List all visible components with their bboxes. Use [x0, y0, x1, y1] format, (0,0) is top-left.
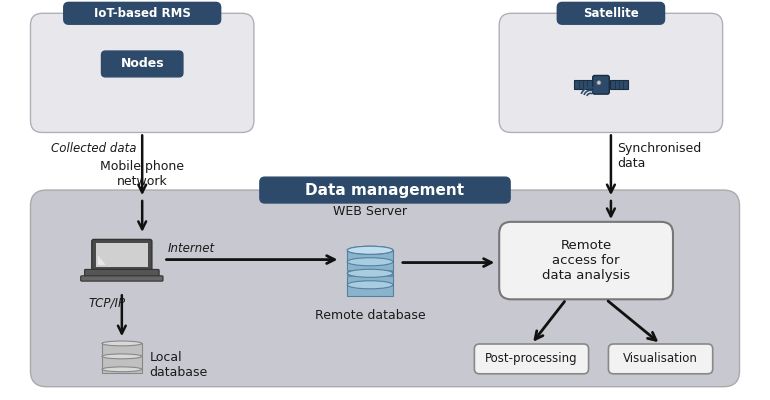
- FancyBboxPatch shape: [593, 76, 609, 94]
- FancyBboxPatch shape: [611, 80, 628, 89]
- Ellipse shape: [102, 354, 142, 359]
- Ellipse shape: [347, 246, 393, 254]
- FancyBboxPatch shape: [31, 190, 739, 387]
- Text: Data management: Data management: [306, 183, 464, 198]
- Text: Local
database: Local database: [149, 351, 208, 379]
- FancyBboxPatch shape: [260, 177, 510, 203]
- FancyBboxPatch shape: [31, 13, 254, 132]
- Text: Nodes: Nodes: [120, 58, 164, 70]
- Ellipse shape: [347, 246, 393, 254]
- Polygon shape: [347, 250, 393, 296]
- FancyBboxPatch shape: [92, 240, 152, 271]
- Text: Internet: Internet: [168, 242, 215, 255]
- Ellipse shape: [347, 258, 393, 266]
- Polygon shape: [98, 255, 105, 265]
- Ellipse shape: [102, 341, 142, 346]
- Polygon shape: [95, 243, 148, 267]
- Text: WEB Server: WEB Server: [333, 206, 407, 218]
- Text: IoT-based RMS: IoT-based RMS: [94, 7, 191, 20]
- FancyBboxPatch shape: [474, 344, 588, 374]
- FancyBboxPatch shape: [85, 270, 159, 277]
- Text: Synchronised
data: Synchronised data: [617, 142, 701, 170]
- FancyBboxPatch shape: [64, 2, 221, 24]
- Text: Remote database: Remote database: [315, 309, 425, 322]
- Polygon shape: [347, 270, 393, 278]
- FancyBboxPatch shape: [608, 344, 713, 374]
- FancyBboxPatch shape: [499, 222, 673, 299]
- Text: Post-processing: Post-processing: [485, 352, 578, 365]
- FancyBboxPatch shape: [81, 276, 163, 281]
- Text: Collected data: Collected data: [51, 142, 136, 156]
- FancyBboxPatch shape: [499, 13, 722, 132]
- Ellipse shape: [102, 367, 142, 372]
- Ellipse shape: [347, 269, 393, 277]
- Ellipse shape: [347, 281, 393, 289]
- Circle shape: [597, 81, 601, 85]
- Polygon shape: [102, 344, 142, 373]
- Text: Satellite: Satellite: [583, 7, 639, 20]
- Text: Mobile phone
network: Mobile phone network: [100, 160, 184, 188]
- FancyBboxPatch shape: [574, 80, 591, 89]
- FancyBboxPatch shape: [557, 2, 665, 24]
- Text: Remote
access for
data analysis: Remote access for data analysis: [542, 239, 630, 282]
- FancyBboxPatch shape: [102, 51, 183, 77]
- Text: TCP/IP: TCP/IP: [88, 296, 126, 309]
- Text: Visualisation: Visualisation: [623, 352, 698, 365]
